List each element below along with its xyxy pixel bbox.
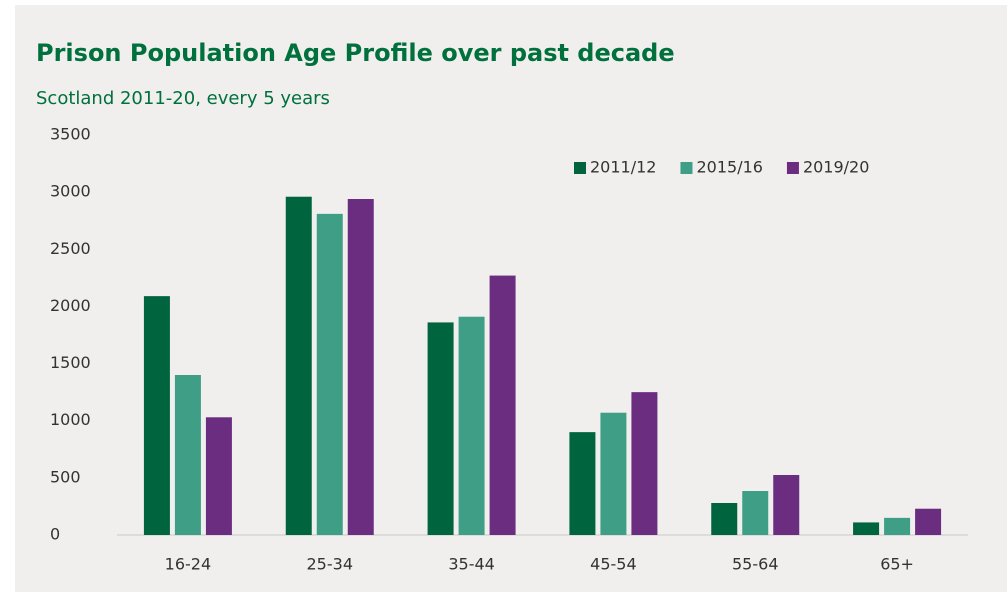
bar xyxy=(742,491,769,535)
x-tick-label: 16-24 xyxy=(165,555,212,574)
y-tick-label: 1500 xyxy=(50,353,91,372)
bar xyxy=(489,275,516,535)
legend-swatch xyxy=(574,162,586,174)
legend-label: 2019/20 xyxy=(803,158,869,177)
legend-swatch xyxy=(680,162,693,174)
x-tick-label: 35-44 xyxy=(448,555,495,574)
y-tick-label: 500 xyxy=(50,467,81,486)
x-tick-label: 45-54 xyxy=(590,555,637,574)
x-tick-label: 25-34 xyxy=(307,555,354,574)
legend-label: 2015/16 xyxy=(696,158,762,177)
x-tick-label: 65+ xyxy=(880,555,914,574)
bar xyxy=(316,213,343,535)
bar xyxy=(569,432,596,535)
bar xyxy=(143,296,170,535)
bar xyxy=(174,375,201,535)
y-tick-label: 3000 xyxy=(50,182,91,201)
legend-swatch xyxy=(786,162,799,174)
bar xyxy=(458,316,485,535)
bar xyxy=(427,322,454,535)
bar xyxy=(205,417,232,535)
chart-subtitle: Scotland 2011-20, every 5 years xyxy=(36,88,330,109)
bar xyxy=(631,392,658,535)
bar xyxy=(711,503,738,535)
legend-label: 2011/12 xyxy=(590,158,656,177)
y-tick-label: 0 xyxy=(50,525,60,544)
bar xyxy=(853,522,880,535)
bar xyxy=(884,517,911,535)
y-tick-label: 2000 xyxy=(50,296,91,315)
bar xyxy=(773,475,800,535)
y-tick-label: 1000 xyxy=(50,410,91,429)
bar xyxy=(347,199,374,535)
y-tick-label: 3500 xyxy=(50,125,91,144)
bar xyxy=(915,508,942,535)
bar xyxy=(285,196,312,535)
y-tick-label: 2500 xyxy=(50,239,91,258)
chart-title: Prison Population Age Profile over past … xyxy=(36,39,675,67)
bar xyxy=(600,412,627,535)
x-tick-label: 55-64 xyxy=(732,555,779,574)
